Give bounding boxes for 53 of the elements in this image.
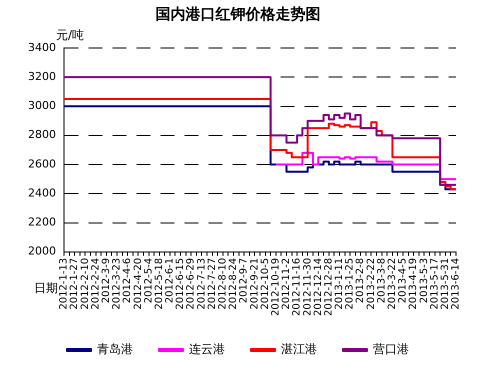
x-tick-label: 2012-8-10 — [218, 258, 229, 310]
x-tick-label: 2013-5-31 — [440, 258, 451, 310]
x-tick-label: 2012-3-23 — [112, 258, 123, 310]
x-tick-label: 2012-9-7 — [238, 258, 250, 304]
y-tick-label: 3400 — [28, 40, 56, 54]
x-tick-label: 2013-4-19 — [408, 258, 420, 310]
y-tick-label: 2400 — [28, 186, 56, 200]
x-tick-label: 2012-6-1 — [164, 258, 176, 304]
y-tick-label: 3200 — [28, 70, 56, 83]
x-tick-label: 2012-12-28 — [323, 258, 334, 316]
legend-label: 湛江港 — [281, 342, 317, 356]
x-tick-label: 2012-8-24 — [228, 258, 240, 310]
x-tick-label: 2013-4-5 — [398, 258, 409, 304]
x-tick-label: 2013-3-22 — [387, 258, 398, 310]
x-tick-label: 2013-1-11 — [334, 258, 346, 310]
x-tick-label: 2013-5-17 — [429, 258, 440, 310]
x-tick-label: 2013-2-8 — [355, 258, 366, 304]
chart-title: 国内港口红钾价格走势图 — [156, 4, 320, 23]
legend-label: 连云港 — [189, 342, 225, 356]
x-tick-label: 2012-10-19 — [270, 258, 282, 316]
x-tick-label: 2013-3-8 — [376, 258, 388, 304]
x-tick-label: 2012-2-24 — [90, 258, 102, 310]
x-tick-label: 2012-1-27 — [69, 258, 80, 310]
y-tick-label: 2000 — [28, 244, 56, 258]
x-tick-label: 2012-5-18 — [154, 258, 165, 310]
x-tick-label: 2013-1-25 — [344, 258, 356, 310]
x-tick-label: 2013-5-3 — [418, 258, 430, 304]
x-axis-title: 日期 — [34, 281, 58, 296]
x-tick-label: 2012-12-14 — [312, 258, 324, 316]
x-tick-label: 2012-7-13 — [196, 258, 208, 310]
x-tick-label: 2012-6-15 — [175, 258, 186, 310]
x-tick-label: 2012-4-20 — [132, 258, 144, 310]
x-tick-label: 2013-6-14 — [450, 258, 462, 310]
x-tick-label: 2013-2-22 — [366, 258, 377, 310]
x-tick-label: 2012-5-4 — [143, 258, 154, 304]
x-tick-label: 2012-6-29 — [186, 258, 197, 310]
x-tick-label: 2012-2-10 — [80, 258, 91, 310]
y-tick-label: 3000 — [28, 99, 56, 112]
x-tick-label: 2012-10-5 — [260, 258, 271, 310]
x-tick-label: 2012-11-2 — [281, 258, 292, 310]
x-tick-label: 2012-9-21 — [249, 258, 260, 310]
x-tick-label: 2012-1-13 — [58, 258, 70, 310]
y-tick-label: 2600 — [28, 157, 56, 170]
x-tick-label: 2012-3-9 — [100, 258, 112, 304]
x-tick-label: 2012-7-27 — [206, 258, 218, 310]
y-tick-label: 2200 — [28, 216, 56, 229]
y-tick-label: 2800 — [28, 128, 56, 142]
y-axis-title: 元/吨 — [56, 28, 84, 42]
legend-label: 青岛港 — [97, 342, 133, 356]
x-tick-label: 2012-11-16 — [292, 258, 303, 316]
legend-label: 营口港 — [373, 342, 409, 356]
x-tick-label: 2012-4-6 — [122, 258, 134, 304]
x-tick-label: 2012-11-30 — [302, 258, 314, 316]
